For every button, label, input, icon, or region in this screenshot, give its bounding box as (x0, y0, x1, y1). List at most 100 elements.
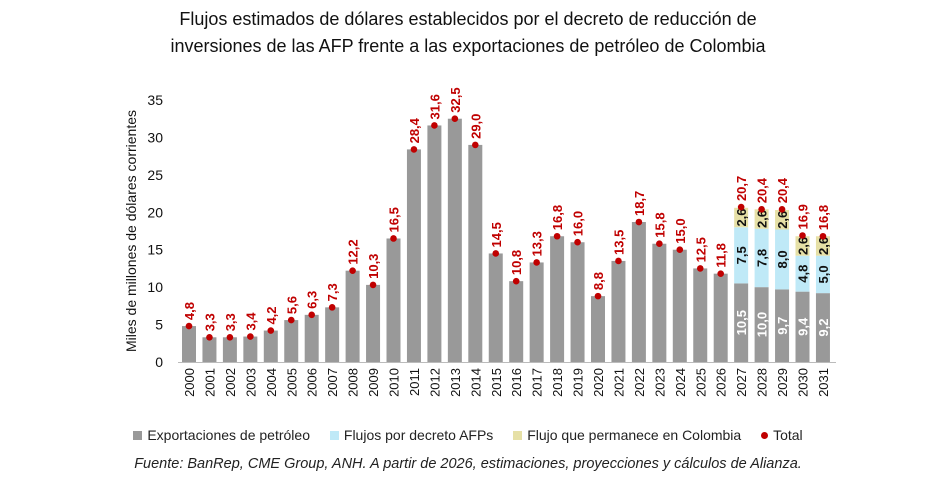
bar-exports (366, 284, 381, 362)
bar-afp (775, 229, 790, 290)
total-value-label: 18,7 (632, 191, 647, 216)
x-tick-label: 2005 (284, 368, 299, 397)
bar-value-label: 9,7 (775, 317, 790, 335)
total-marker (533, 259, 540, 266)
bar-exports (815, 293, 830, 362)
total-value-label: 14,5 (489, 222, 504, 247)
bar-exports (222, 337, 237, 362)
bar-value-label: 2,6 (734, 208, 749, 226)
total-marker (717, 270, 724, 277)
total-marker (247, 333, 254, 340)
total-value-label: 3,3 (223, 313, 238, 331)
total-marker (185, 322, 193, 330)
total-value-label: 12,5 (693, 237, 708, 262)
bar-remain (795, 236, 810, 256)
bar-exports (284, 320, 299, 362)
total-marker (819, 232, 827, 240)
bar-value-label: 5,0 (816, 265, 831, 283)
bar-exports (591, 296, 605, 362)
legend-item-afp: Flujos por decreto AFPs (329, 427, 493, 443)
total-marker (553, 232, 561, 240)
total-value-label: 4,8 (182, 302, 197, 320)
bar-remain (775, 210, 790, 230)
bar-value-label: 2,6 (816, 237, 831, 255)
bar-exports (713, 273, 728, 362)
bar-exports (611, 260, 626, 362)
bar-exports (529, 262, 544, 362)
x-tick-label: 2016 (509, 368, 524, 397)
total-marker (431, 122, 438, 129)
bar-value-label: 2,6 (755, 210, 770, 228)
bar-afp (815, 255, 830, 294)
bar-value-label: 10,0 (755, 312, 770, 337)
x-tick-label: 2013 (448, 368, 463, 397)
source-note: Fuente: BanRep, CME Group, ANH. A partir… (134, 456, 802, 472)
legend-item-exports: Exportaciones de petróleo (133, 427, 310, 443)
x-tick-label: 2002 (223, 368, 238, 397)
total-value-label: 16,0 (571, 211, 586, 236)
total-value-label: 10,3 (366, 254, 381, 279)
total-marker (390, 235, 397, 242)
total-value-label: 20,4 (755, 177, 770, 203)
total-marker (635, 218, 643, 226)
bar-remain (734, 207, 749, 228)
total-marker (308, 311, 316, 319)
x-tick-label: 2008 (346, 368, 361, 397)
x-tick-label: 2001 (202, 368, 217, 397)
bar-value-label: 9,2 (816, 319, 831, 337)
bar-exports (406, 149, 421, 362)
total-value-label: 20,4 (775, 177, 790, 203)
total-marker (512, 277, 520, 285)
total-marker (594, 292, 602, 300)
total-value-label: 7,3 (325, 283, 340, 301)
x-tick-label: 2003 (243, 368, 258, 397)
x-tick-label: 2017 (530, 368, 545, 397)
x-tick-label: 2029 (775, 368, 790, 397)
total-value-label: 13,5 (611, 230, 626, 255)
y-tick-label: 5 (155, 317, 163, 333)
total-value-label: 3,3 (202, 313, 217, 331)
bar-exports (775, 289, 790, 362)
bar-value-label: 8,0 (775, 250, 790, 268)
bar-exports (243, 336, 258, 362)
y-tick-label: 35 (147, 92, 163, 108)
total-marker (737, 203, 745, 211)
title-line-1: Flujos estimados de dólares establecidos… (179, 9, 757, 29)
x-tick-label: 2014 (468, 368, 483, 397)
x-tick-label: 2026 (714, 368, 729, 397)
bar-exports (509, 281, 524, 362)
x-tick-label: 2012 (427, 368, 442, 397)
total-value-label: 32,5 (448, 87, 463, 112)
total-value-label: 31,6 (427, 94, 442, 119)
legend-item-remain: Flujo que permanece en Colombia (513, 427, 741, 443)
bar-value-label: 2,6 (775, 211, 790, 229)
y-tick-label: 0 (155, 354, 163, 370)
total-value-label: 16,8 (550, 205, 565, 230)
total-value-label: 8,8 (591, 272, 606, 290)
x-tick-label: 2031 (816, 368, 831, 397)
bar-value-label: 7,5 (734, 246, 749, 264)
total-value-label: 6,3 (305, 291, 320, 309)
total-marker (758, 205, 765, 213)
x-tick-label: 2027 (734, 368, 749, 397)
bar-exports (263, 330, 278, 362)
total-value-label: 15,8 (652, 212, 667, 237)
bar-exports (468, 144, 483, 362)
total-marker (492, 250, 500, 257)
total-value-label: 5,6 (284, 296, 299, 314)
bar-exports (652, 243, 667, 362)
bar-value-label: 7,8 (755, 249, 770, 267)
bar-exports (734, 283, 749, 362)
bar-remain (754, 209, 769, 229)
total-marker (574, 238, 581, 246)
total-marker (287, 316, 295, 324)
legend-item-total: Total (761, 427, 803, 443)
total-value-label: 29,0 (468, 114, 483, 139)
bar-exports (693, 268, 708, 362)
total-value-label: 10,8 (509, 250, 524, 275)
bar-value-label: 4,8 (796, 265, 811, 283)
total-value-label: 11,8 (714, 243, 729, 268)
bar-afp (734, 227, 749, 284)
bar-value-label: 10,5 (734, 310, 749, 335)
bar-exports (754, 287, 769, 362)
